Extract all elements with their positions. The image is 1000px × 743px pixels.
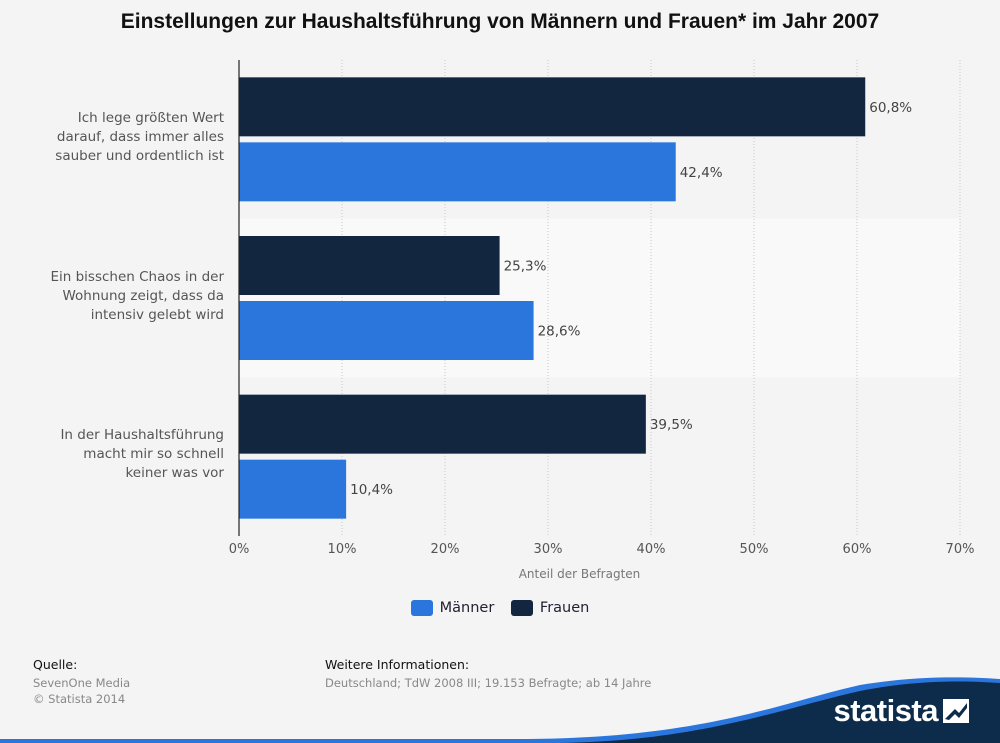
x-tick-label: 50% <box>740 542 769 557</box>
source-line-2: © Statista 2014 <box>33 692 126 706</box>
x-tick-label: 20% <box>431 542 460 557</box>
category-label: Ein bisschen Chaos in der Wohnung zeigt, … <box>20 268 224 325</box>
category-label-line: darauf, dass immer alles <box>56 128 224 145</box>
data-label: 60,8% <box>869 100 912 116</box>
legend-item-maenner[interactable]: Männer <box>410 600 495 616</box>
category-label-line: intensiv gelebt wird <box>90 306 224 323</box>
x-tick-label: 40% <box>637 542 666 557</box>
x-tick-label: 70% <box>946 542 975 557</box>
legend-swatch-frauen <box>510 600 533 616</box>
info-heading: Weitere Informationen: <box>325 657 470 672</box>
bar-frauen <box>239 77 866 137</box>
data-label: 39,5% <box>650 417 693 433</box>
x-tick-label: 10% <box>328 542 357 557</box>
category-label-line: Wohnung zeigt, dass da <box>62 287 224 304</box>
x-tick-label: 60% <box>843 542 872 557</box>
category-label-line: In der Haushaltsführung <box>60 427 224 444</box>
chart-title: Einstellungen zur Haushaltsführung von M… <box>120 10 880 33</box>
category-label-line: keiner was vor <box>125 465 224 482</box>
bar-chart: 60,8% 42,4% 25,3% 28,6% 39,5% 10,4% 0% 10% 20% 30… <box>229 60 975 581</box>
source-block: Quelle: SevenOne Media © Statista 2014 <box>33 657 130 707</box>
source-heading: Quelle: <box>33 657 78 672</box>
category-label-line: Ich lege größten Wert <box>77 109 224 126</box>
data-label: 25,3% <box>504 259 547 275</box>
x-tick-label: 0% <box>229 542 250 557</box>
info-block: Weitere Informationen: Deutschland; TdW … <box>325 657 651 691</box>
bar-maenner <box>239 142 676 202</box>
category-label-line: sauber und ordentlich ist <box>55 147 224 164</box>
x-tick-label: 30% <box>534 542 563 557</box>
legend-label-frauen: Frauen <box>539 600 590 616</box>
source-line-1: SevenOne Media <box>33 676 131 690</box>
legend-swatch-maenner <box>410 600 433 616</box>
info-line: Deutschland; TdW 2008 III; 19.153 Befrag… <box>325 676 652 690</box>
statista-logo-icon[interactable] <box>943 699 969 723</box>
bar-maenner <box>239 459 347 519</box>
brand-wave-dark <box>560 681 1000 743</box>
legend: Männer Frauen <box>0 600 1000 620</box>
brand-banner <box>0 677 1000 743</box>
data-label: 28,6% <box>538 324 581 340</box>
category-label: Ich lege größten Wert darauf, dass immer … <box>20 109 224 166</box>
data-label: 10,4% <box>350 482 393 498</box>
bar-maenner <box>239 301 534 360</box>
category-label-line: Ein bisschen Chaos in der <box>50 268 224 285</box>
category-label-line: macht mir so schnell <box>83 446 224 463</box>
category-label: In der Haushaltsführung macht mir so schn… <box>20 426 224 483</box>
x-axis-title: Anteil der Befragten <box>519 567 641 581</box>
brand-name[interactable]: statista <box>833 693 938 728</box>
legend-label-maenner: Männer <box>439 600 495 616</box>
bar-frauen <box>239 236 500 295</box>
legend-item-frauen[interactable]: Frauen <box>510 600 590 616</box>
bar-frauen <box>239 394 646 454</box>
data-label: 42,4% <box>680 165 723 181</box>
